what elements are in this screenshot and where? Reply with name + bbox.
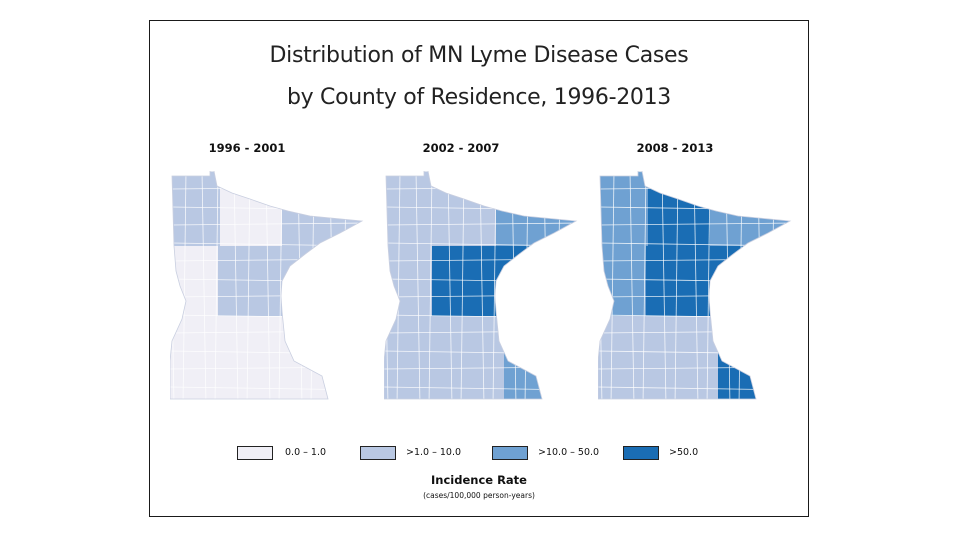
county-boundary — [610, 171, 615, 399]
region-east-central — [282, 246, 342, 316]
region-northeast-arrowhead — [496, 171, 576, 246]
county-boundary — [479, 171, 485, 399]
county-boundary — [460, 171, 465, 399]
region-southwest — [598, 316, 658, 399]
region-southeast — [504, 316, 564, 399]
region-west-central — [598, 246, 646, 316]
region-southeast — [290, 316, 350, 399]
county-boundary — [575, 171, 576, 399]
mn-county-map — [598, 171, 798, 405]
map-2008-2013 — [598, 171, 798, 406]
region-northwest — [170, 171, 220, 246]
county-boundary — [556, 171, 561, 399]
county-boundary — [447, 171, 453, 399]
county-boundary — [396, 171, 401, 399]
legend-swatch-3 — [623, 446, 659, 460]
legend-label-0: 0.0 – 1.0 — [285, 447, 327, 458]
county-boundary — [170, 222, 362, 226]
legend-swatch-0 — [237, 446, 273, 460]
county-boundary — [415, 171, 421, 399]
county-boundary — [598, 171, 790, 175]
region-southeast — [718, 316, 778, 399]
mn-county-map — [384, 171, 584, 405]
region-central — [218, 246, 282, 316]
county-boundary — [170, 171, 362, 175]
region-central — [432, 246, 496, 316]
county-boundary — [693, 171, 699, 399]
panel-title-2002-2007: 2002 - 2007 — [422, 141, 500, 155]
county-boundary — [233, 171, 239, 399]
county-boundary — [384, 222, 576, 226]
county-boundary — [661, 171, 667, 399]
legend-label-2: >10.0 – 50.0 — [538, 447, 600, 458]
figure-title-line2: by County of Residence, 1996-2013 — [286, 85, 671, 110]
state-outline — [384, 171, 578, 400]
panel-title-2008-2013: 2008 - 2013 — [636, 141, 714, 155]
legend-label-1: >1.0 – 10.0 — [406, 447, 462, 458]
region-northwest — [598, 171, 648, 246]
figure-title-line1: Distribution of MN Lyme Disease Cases — [269, 43, 689, 68]
state-outline — [598, 171, 792, 400]
panel-title-1996-2001: 1996 - 2001 — [208, 141, 286, 155]
county-boundary — [492, 171, 497, 399]
county-boundary — [598, 403, 798, 405]
mn-county-map — [170, 171, 370, 405]
legend-swatch-2 — [492, 446, 528, 460]
county-boundary — [428, 171, 433, 399]
county-boundary — [329, 171, 335, 399]
county-boundary — [706, 171, 711, 399]
state-outline — [170, 171, 364, 400]
county-boundary — [265, 171, 271, 399]
region-west-central — [384, 246, 432, 316]
county-boundary — [170, 403, 370, 405]
county-boundary — [361, 171, 362, 399]
region-northwest — [384, 171, 434, 246]
map-2002-2007 — [384, 171, 584, 406]
county-boundary — [642, 171, 647, 399]
legend-subtitle: (cases/100,000 person-years) — [423, 491, 535, 500]
legend-label-3: >50.0 — [669, 447, 699, 458]
county-boundary — [384, 403, 584, 405]
region-west-central — [170, 246, 218, 316]
county-boundary — [278, 171, 283, 399]
county-boundary — [384, 171, 576, 175]
region-southwest — [384, 316, 444, 399]
county-boundary — [182, 171, 187, 399]
county-boundary — [674, 171, 679, 399]
region-east-central — [710, 246, 770, 316]
county-boundary — [543, 171, 549, 399]
county-boundary — [214, 171, 219, 399]
county-boundary — [629, 171, 635, 399]
county-boundary — [598, 222, 790, 226]
region-east-central — [496, 246, 556, 316]
region-northeast-arrowhead — [710, 171, 790, 246]
region-central — [646, 246, 710, 316]
region-southwest — [170, 316, 230, 399]
county-boundary — [201, 171, 207, 399]
county-boundary — [246, 171, 251, 399]
map-1996-2001 — [170, 171, 370, 406]
region-northeast-arrowhead — [282, 171, 362, 246]
county-boundary — [757, 171, 763, 399]
legend-swatch-1 — [360, 446, 396, 460]
legend-title: Incidence Rate — [431, 473, 527, 487]
county-boundary — [789, 171, 790, 399]
county-boundary — [770, 171, 775, 399]
figure-frame: Distribution of MN Lyme Disease Cases by… — [149, 20, 809, 517]
county-boundary — [342, 171, 347, 399]
